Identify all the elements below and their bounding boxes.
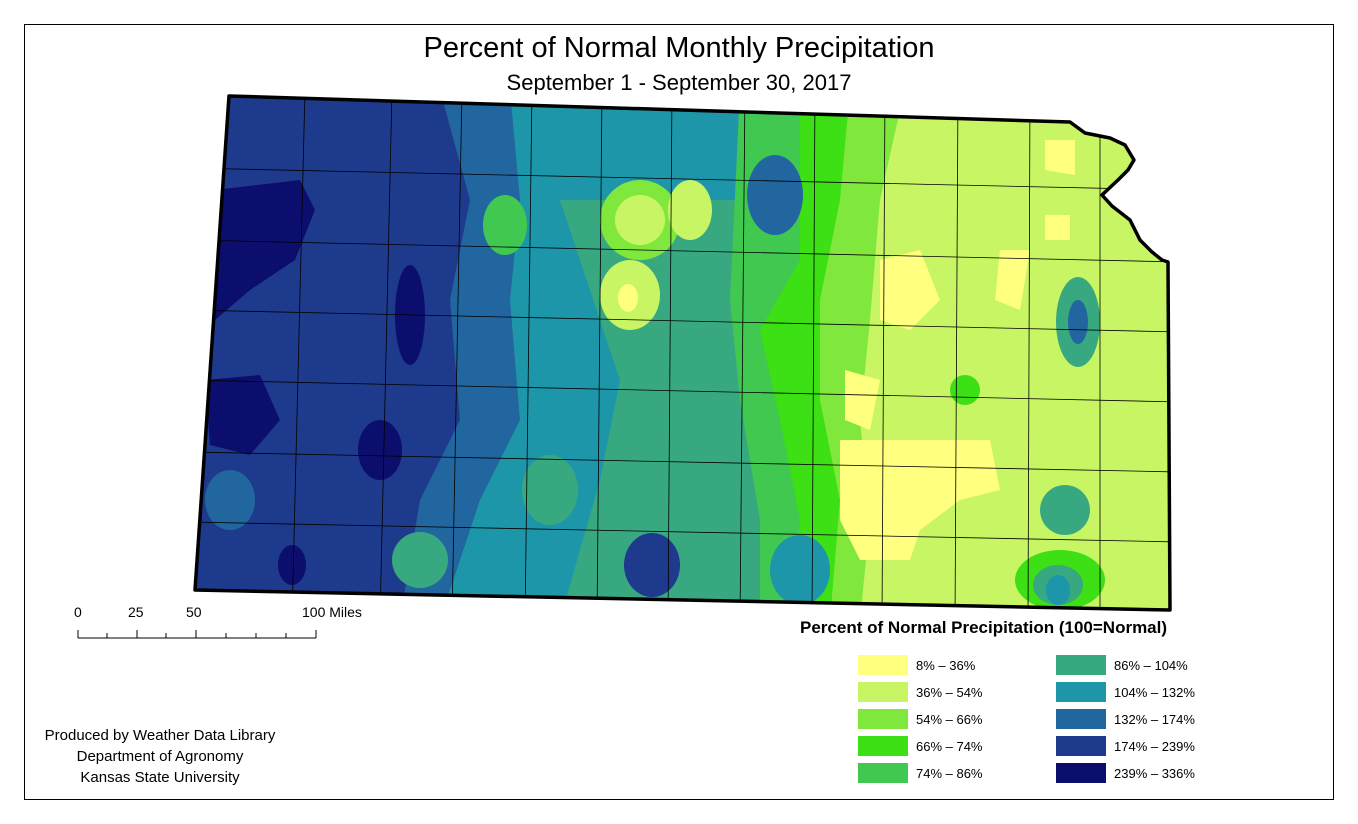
kansas-state-outline bbox=[193, 94, 1172, 612]
legend-item: 66% – 74% bbox=[858, 736, 983, 756]
credit-line-3: Kansas State University bbox=[80, 769, 240, 786]
map-title: Percent of Normal Monthly Precipitation bbox=[423, 32, 935, 64]
legend-swatch bbox=[1056, 763, 1106, 783]
legend-label: 239% – 336% bbox=[1114, 765, 1195, 781]
scale-bar-graphic bbox=[77, 630, 317, 639]
legend-item: 36% – 54% bbox=[858, 682, 983, 702]
legend-swatch bbox=[1056, 709, 1106, 729]
legend-item: 104% – 132% bbox=[1056, 682, 1195, 702]
legend-label: 36% – 54% bbox=[916, 684, 983, 700]
legend-label: 174% – 239% bbox=[1114, 738, 1195, 754]
credits: Produced by Weather Data Library Departm… bbox=[30, 725, 290, 788]
scale-label-25: 25 bbox=[128, 604, 144, 620]
map-subtitle: September 1 - September 30, 2017 bbox=[506, 70, 852, 95]
legend-swatch bbox=[858, 709, 908, 729]
scale-bar: 0 25 50 100 Miles bbox=[60, 604, 390, 654]
legend-item: 8% – 36% bbox=[858, 655, 975, 675]
legend-item: 174% – 239% bbox=[1056, 736, 1195, 756]
scale-label-100: 100 Miles bbox=[302, 604, 362, 620]
legend-swatch bbox=[858, 763, 908, 783]
legend-item: 86% – 104% bbox=[1056, 655, 1188, 675]
scale-label-0: 0 bbox=[74, 604, 82, 620]
credit-line-2: Department of Agronomy bbox=[76, 748, 244, 765]
legend-swatch bbox=[858, 736, 908, 756]
legend-item: 54% – 66% bbox=[858, 709, 983, 729]
legend-item: 239% – 336% bbox=[1056, 763, 1195, 783]
county-lines bbox=[195, 96, 1170, 610]
credit-line-1: Produced by Weather Data Library bbox=[44, 727, 276, 744]
legend-label: 132% – 174% bbox=[1114, 711, 1195, 727]
legend-label: 74% – 86% bbox=[916, 765, 983, 781]
scale-label-50: 50 bbox=[186, 604, 202, 620]
legend-label: 86% – 104% bbox=[1114, 657, 1188, 673]
legend-swatch bbox=[1056, 682, 1106, 702]
legend-label: 66% – 74% bbox=[916, 738, 983, 754]
legend-label: 54% – 66% bbox=[916, 711, 983, 727]
legend: 8% – 36% 36% – 54% 54% – 66% 66% – 74% 7… bbox=[858, 655, 1278, 795]
precip-fill bbox=[195, 96, 1170, 610]
legend-title: Percent of Normal Precipitation (100=Nor… bbox=[800, 618, 1168, 637]
legend-label: 104% – 132% bbox=[1114, 684, 1195, 700]
legend-item: 74% – 86% bbox=[858, 763, 983, 783]
legend-item: 132% – 174% bbox=[1056, 709, 1195, 729]
legend-swatch bbox=[858, 682, 908, 702]
legend-swatch bbox=[858, 655, 908, 675]
legend-label: 8% – 36% bbox=[916, 657, 976, 673]
legend-swatch bbox=[1056, 736, 1106, 756]
legend-swatch bbox=[1056, 655, 1106, 675]
